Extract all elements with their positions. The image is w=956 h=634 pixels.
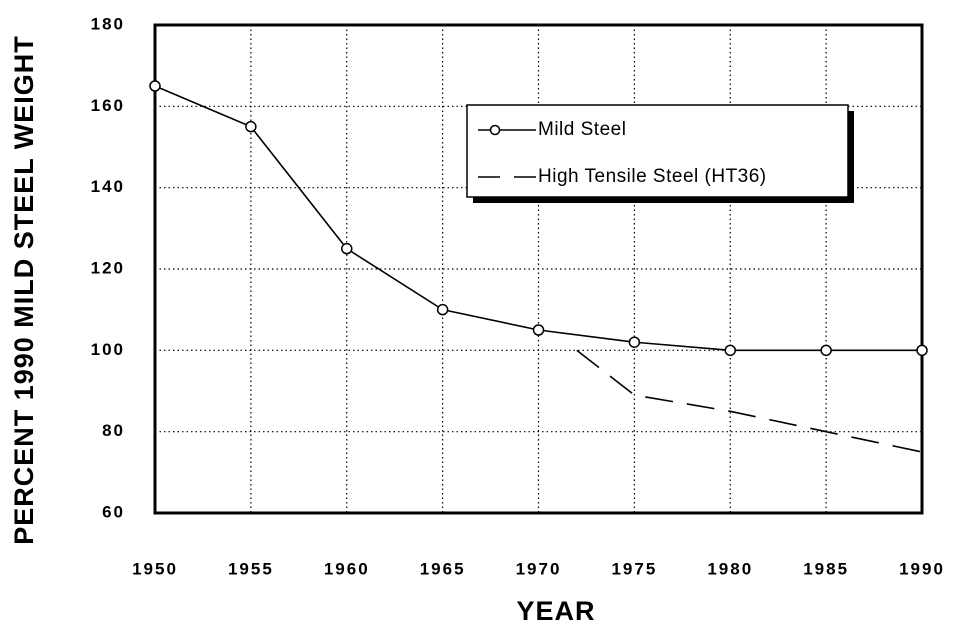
data-point [820,344,832,357]
y-tick-label: 180 [91,14,125,33]
x-tick-label: 1980 [707,559,753,578]
x-tick-label: 1975 [611,559,657,578]
legend: Mild Steel High Tensile Steel (HT36) [466,104,854,203]
x-tick-label: 1950 [132,559,178,578]
y-tick-label: 80 [102,421,125,440]
legend-box [466,104,849,198]
legend-marker [489,124,501,136]
data-point [341,242,353,255]
x-tick-label: 1965 [420,559,466,578]
data-point [245,120,257,133]
x-tick-label: 1955 [228,559,274,578]
x-tick-label: 1960 [324,559,370,578]
x-tick-label: 1990 [899,559,945,578]
legend-label: High Tensile Steel (HT36) [538,166,767,187]
x-tick-label: 1970 [516,559,562,578]
data-point [628,336,641,348]
y-tick-label: 60 [102,502,125,521]
data-point [916,344,928,357]
x-tick-label: 1985 [803,559,849,578]
x-axis-title: YEAR [516,596,595,626]
plot-frame [153,23,924,515]
legend-label: Mild Steel [538,119,626,140]
y-tick-label: 120 [91,258,125,277]
y-tick-label: 140 [91,177,125,196]
data-point [724,344,736,357]
data-point [149,80,161,92]
y-tick-label: 100 [91,340,125,359]
data-point [436,303,449,316]
y-axis-title: PERCENT 1990 MILD STEEL WEIGHT [9,35,39,545]
y-tick-label: 160 [91,96,125,115]
data-point [532,324,545,336]
series-line [576,349,923,453]
